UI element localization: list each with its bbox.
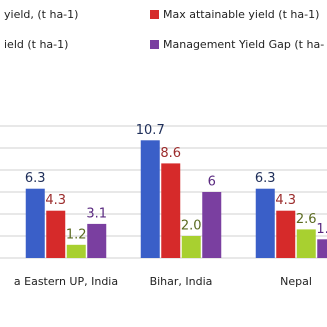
bar <box>46 210 66 258</box>
value-label: 6.3 <box>255 171 276 186</box>
value-label: 4.3 <box>275 193 296 208</box>
bar <box>202 192 222 258</box>
bar <box>25 188 45 258</box>
legend-label: Max attainable yield (t ha-1) <box>163 8 319 21</box>
value-label: 4.3 <box>45 193 66 208</box>
bar <box>87 223 107 258</box>
bar <box>140 140 160 258</box>
bar <box>66 244 86 258</box>
x-tick-label: Bihar, India <box>150 275 213 288</box>
legend-swatch <box>150 40 159 49</box>
bar <box>317 239 327 258</box>
value-label: 10.7 <box>136 123 165 138</box>
value-label: 1.2 <box>66 227 87 242</box>
value-label: 8.6 <box>160 146 181 161</box>
value-label: 6.3 <box>25 171 46 186</box>
x-tick-label: a Eastern UP, India <box>14 275 118 288</box>
bar <box>296 229 316 258</box>
value-label: 6 <box>208 175 216 190</box>
value-label: 2.6 <box>296 212 317 227</box>
x-tick-label: Nepal <box>280 275 312 288</box>
value-label: 2.0 <box>181 219 202 234</box>
bar <box>161 163 181 258</box>
legend-label: ield (t ha-1) <box>4 38 68 51</box>
value-label: 1.7 <box>316 222 327 237</box>
bar <box>181 236 201 258</box>
legend-label: Management Yield Gap (t ha- <box>163 38 324 51</box>
legend-swatch <box>150 10 159 19</box>
legend-label: yield, (t ha-1) <box>4 8 78 21</box>
value-label: 3.1 <box>86 206 107 221</box>
bar <box>276 210 296 258</box>
bar <box>255 188 275 258</box>
